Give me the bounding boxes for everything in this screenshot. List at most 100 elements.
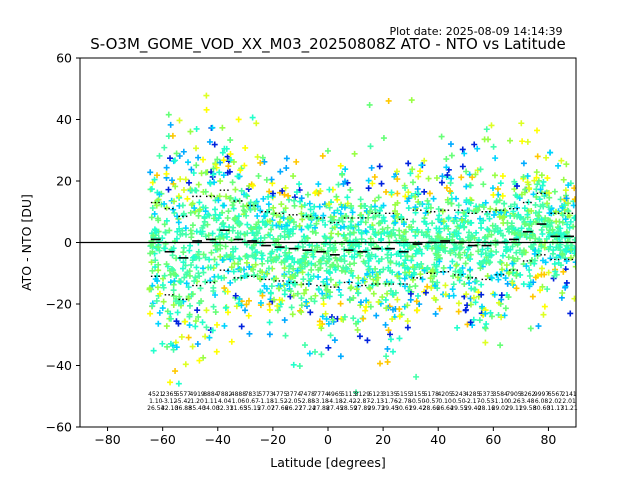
bin-annotation-text: -1.52 xyxy=(272,398,288,405)
bin-annotation-text: -5.42 xyxy=(176,398,192,405)
scatter-point xyxy=(160,298,167,305)
scatter-point xyxy=(301,233,308,240)
bin-annotation-text: -2.17 xyxy=(465,398,481,405)
scatter-point xyxy=(352,223,359,230)
scatter-point xyxy=(202,233,209,240)
scatter-point xyxy=(414,248,421,255)
scatter-point xyxy=(336,286,343,293)
scatter-point xyxy=(494,225,501,232)
scatter-point xyxy=(405,160,412,167)
scatter-point xyxy=(150,232,157,239)
scatter-point xyxy=(366,265,373,272)
scatter-point xyxy=(503,262,510,269)
scatter-point xyxy=(228,338,235,345)
scatter-point xyxy=(469,174,476,181)
scatter-point xyxy=(332,281,339,288)
scatter-point xyxy=(461,281,468,288)
scatter-point xyxy=(298,195,305,202)
scatter-point xyxy=(505,228,512,235)
scatter-point xyxy=(294,290,301,297)
scatter-point xyxy=(316,203,323,210)
scatter-point xyxy=(535,323,542,330)
scatter-point xyxy=(436,258,443,265)
scatter-point xyxy=(224,169,231,176)
scatter-point xyxy=(174,309,181,316)
scatter-point xyxy=(167,310,174,317)
scatter-point xyxy=(455,230,462,237)
scatter-point xyxy=(218,275,225,282)
bin-annotation-text: 26.27 xyxy=(285,405,302,412)
scatter-point xyxy=(347,186,354,193)
scatter-point xyxy=(161,144,168,151)
scatter-point xyxy=(435,206,442,213)
scatter-point xyxy=(230,199,237,206)
bin-annotation-text: -3.18 xyxy=(313,398,329,405)
scatter-point xyxy=(490,191,497,198)
bin-annotation-text: 8262 xyxy=(520,391,535,398)
scatter-point xyxy=(261,158,268,165)
scatter-point xyxy=(169,132,176,139)
scatter-point xyxy=(278,201,285,208)
bin-annotation-text: -0.57 xyxy=(424,398,440,405)
scatter-point xyxy=(243,202,250,209)
scatter-point xyxy=(571,196,576,203)
scatter-point xyxy=(387,336,394,343)
scatter-point xyxy=(230,205,237,212)
bin-annotation-text: -1.76 xyxy=(382,398,398,405)
scatter-point xyxy=(452,242,459,249)
scatter-point xyxy=(267,254,274,261)
bin-annotation-text: 3774 xyxy=(286,391,301,398)
bin-annotation-text: 4775 xyxy=(272,391,287,398)
scatter-point xyxy=(195,313,202,320)
scatter-point xyxy=(202,188,209,195)
scatter-point xyxy=(369,282,376,289)
bin-annotation-text: 7478 xyxy=(300,391,315,398)
scatter-point xyxy=(208,249,215,256)
scatter-point xyxy=(230,268,237,275)
scatter-point xyxy=(281,317,288,324)
scatter-point xyxy=(367,240,374,247)
scatter-point xyxy=(182,262,189,269)
scatter-point xyxy=(264,209,271,216)
scatter-point xyxy=(277,213,284,220)
scatter-point xyxy=(471,141,478,148)
scatter-point xyxy=(532,219,539,226)
scatter-point xyxy=(474,145,481,152)
scatter-point xyxy=(260,195,267,202)
scatter-point xyxy=(211,141,218,148)
scatter-point xyxy=(167,315,174,322)
scatter-point xyxy=(337,292,344,299)
scatter-point xyxy=(270,204,277,211)
scatter-point xyxy=(396,306,403,313)
scatter-point xyxy=(287,288,294,295)
bin-annotation-text: 29.11 xyxy=(505,405,522,412)
scatter-point xyxy=(362,260,369,267)
bin-annotation-text: 2141 xyxy=(561,391,576,398)
scatter-point xyxy=(259,252,266,259)
scatter-point xyxy=(241,162,248,169)
scatter-point xyxy=(189,343,196,350)
bin-annotation-text: 4521 xyxy=(148,391,163,398)
scatter-point xyxy=(274,303,281,310)
scatter-point xyxy=(396,232,403,239)
scatter-point xyxy=(529,231,536,238)
scatter-point xyxy=(156,290,163,297)
scatter-point xyxy=(482,325,489,332)
scatter-point xyxy=(419,276,426,283)
scatter-point xyxy=(333,221,340,228)
scatter-point xyxy=(193,228,200,235)
scatter-point xyxy=(337,162,344,169)
scatter-point xyxy=(388,279,395,286)
scatter-point xyxy=(156,191,163,198)
scatter-point xyxy=(235,116,242,123)
scatter-point xyxy=(489,185,496,192)
scatter-point xyxy=(190,254,197,261)
scatter-point xyxy=(163,217,170,224)
scatter-point xyxy=(355,290,362,297)
scatter-point xyxy=(298,210,305,217)
scatter-point xyxy=(514,213,521,220)
scatter-point xyxy=(188,261,195,268)
scatter-point xyxy=(414,307,421,314)
scatter-point xyxy=(484,273,491,280)
scatter-point xyxy=(509,254,516,261)
